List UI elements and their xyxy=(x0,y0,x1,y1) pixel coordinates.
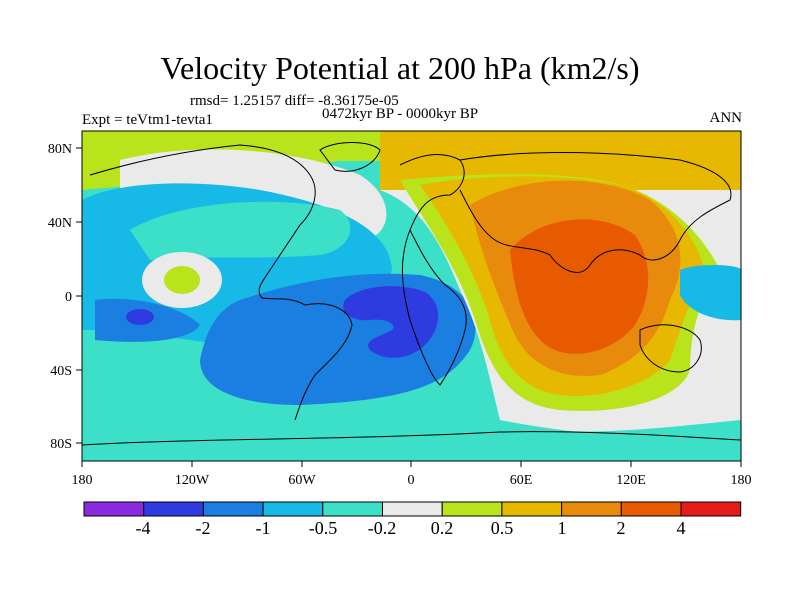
colorbar-label: 4 xyxy=(677,518,686,538)
colorbar-label: -4 xyxy=(136,518,151,538)
velocity-potential-field xyxy=(82,131,741,461)
chart-title: Velocity Potential at 200 hPa (km2/s) xyxy=(160,50,640,86)
colorbar-box xyxy=(501,501,563,517)
coastline-africa xyxy=(402,229,467,386)
colorbar-box xyxy=(322,501,383,517)
coastline-north-america xyxy=(89,144,316,306)
y-tick-label: 80N xyxy=(48,142,72,157)
y-tick-label: 0 xyxy=(65,290,72,305)
colorbar-label: -2 xyxy=(196,518,211,538)
colorbar-label: 0.2 xyxy=(431,518,454,538)
coastlines xyxy=(82,142,741,446)
colorbar-box xyxy=(83,501,145,517)
x-tick-label: 0 xyxy=(408,473,415,488)
season-label: ANN xyxy=(709,110,743,126)
colorbar-label: 1 xyxy=(558,518,567,538)
colorbar-box xyxy=(262,501,324,517)
y-ticks xyxy=(76,147,82,444)
x-tick-label: 180 xyxy=(72,473,93,488)
colorbar-box xyxy=(620,501,682,517)
band-south xyxy=(82,420,741,461)
colorbar xyxy=(83,501,742,517)
colorbar-box xyxy=(382,501,443,517)
colorbar-box xyxy=(680,501,742,517)
colorbar-box xyxy=(441,501,503,517)
period-text: 0472kyr BP - 0000kyr BP xyxy=(322,106,479,122)
x-ticks xyxy=(81,461,742,467)
y-tick-labels: 80N 40N 0 40S 80S xyxy=(48,142,72,452)
y-tick-label: 40N xyxy=(48,216,72,231)
colorbar-box xyxy=(202,501,264,517)
x-tick-label: 120E xyxy=(616,473,646,488)
colorbar-box xyxy=(561,501,622,517)
coastline-antarctica xyxy=(82,431,741,446)
minimum-pacific xyxy=(126,309,154,325)
coastline-australia xyxy=(639,324,702,373)
coastline-greenland xyxy=(319,142,381,172)
colorbar-label: -0.5 xyxy=(309,518,338,538)
minimum-south-atlantic xyxy=(343,286,439,358)
positive-pacific-center xyxy=(164,266,200,294)
x-tick-label: 180 xyxy=(731,473,752,488)
colorbar-labels: -4 -2 -1 -0.5 -0.2 0.2 0.5 1 2 4 xyxy=(136,518,686,538)
coastline-europe xyxy=(399,154,465,231)
colorbar-label: 2 xyxy=(617,518,626,538)
y-tick-label: 40S xyxy=(50,364,72,379)
colorbar-label: 0.5 xyxy=(491,518,514,538)
y-tick-label: 80S xyxy=(50,437,72,452)
region-negative-east-edge-outer xyxy=(680,265,741,321)
region-inner-north-pacific xyxy=(130,201,351,260)
coastline-south-america xyxy=(294,303,353,421)
colorbar-box xyxy=(143,501,204,517)
x-tick-label: 120W xyxy=(175,473,210,488)
experiment-label: Expt = teVtm1-tevta1 xyxy=(82,112,213,128)
x-tick-labels: 180 120W 60W 0 60E 120E 180 xyxy=(72,473,752,488)
colorbar-label: -0.2 xyxy=(368,518,397,538)
colorbar-label: -1 xyxy=(256,518,271,538)
x-tick-label: 60W xyxy=(288,473,316,488)
x-tick-label: 60E xyxy=(510,473,533,488)
stats-text: rmsd= 1.25157 diff= -8.36175e-05 xyxy=(190,93,399,109)
coastline-asia xyxy=(459,152,732,273)
